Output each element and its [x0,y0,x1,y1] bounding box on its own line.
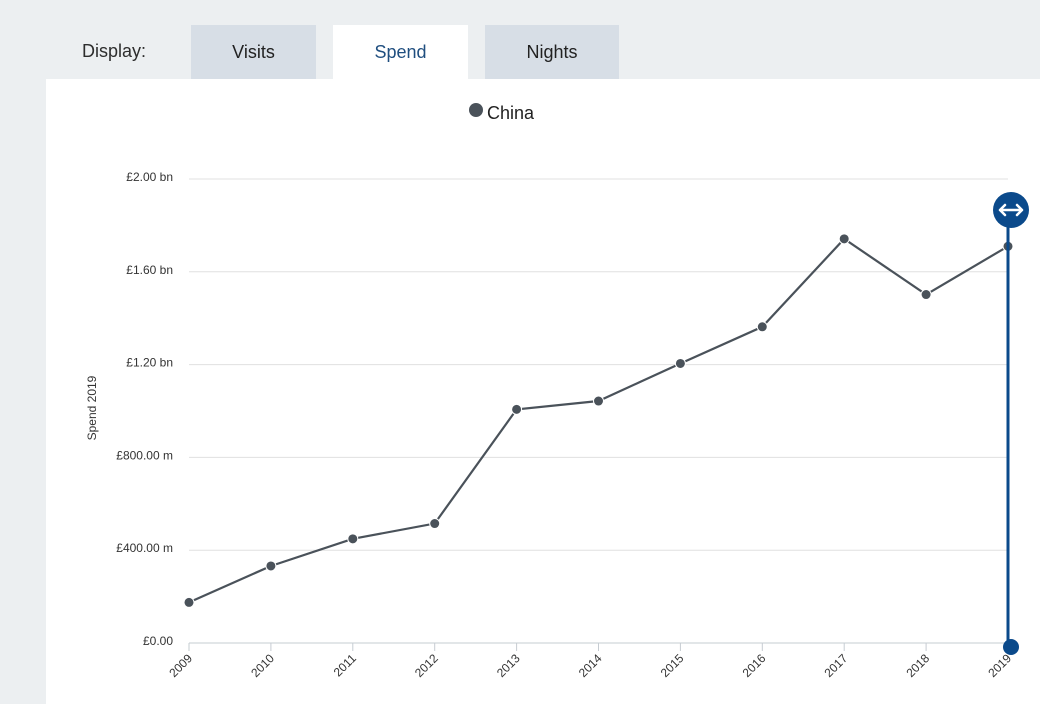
tab-spend[interactable]: Spend [333,25,468,79]
y-tick-label: £1.20 bn [126,356,173,370]
x-tick-label: 2019 [985,651,1014,680]
x-tick-label: 2012 [412,651,441,680]
y-axis-title: Spend 2019 [85,375,99,440]
data-point[interactable] [920,289,932,301]
data-point[interactable] [511,403,523,415]
chart-panel [46,79,1040,704]
data-point[interactable] [756,321,768,333]
x-tick-label: 2017 [822,651,851,680]
data-point[interactable] [429,518,441,530]
x-tick-label: 2013 [494,651,523,680]
data-point[interactable] [674,357,686,369]
legend-marker [469,103,483,117]
data-point[interactable] [183,596,195,608]
legend-label-china: China [487,103,535,123]
x-tick-label: 2009 [166,651,195,680]
display-label: Display: [82,41,147,61]
x-tick-label: 2018 [903,651,932,680]
y-tick-label: £2.00 bn [126,170,173,184]
tab-visits[interactable]: Visits [191,25,316,79]
x-tick-label: 2015 [658,651,687,680]
data-point[interactable] [347,533,359,545]
x-tick-label: 2014 [576,651,605,680]
double-arrow-icon [998,203,1024,217]
data-point[interactable] [838,233,850,245]
data-point[interactable] [593,395,604,407]
range-handle-base[interactable] [1003,639,1019,655]
y-tick-label: £800.00 m [116,448,173,462]
series-line-china [188,237,1009,604]
y-tick-label: £0.00 [143,634,173,648]
y-tick-label: £1.60 bn [126,263,173,277]
x-tick-label: 2011 [331,651,359,679]
data-point[interactable] [265,560,277,572]
x-tick-label: 2016 [740,651,769,680]
x-tick-label: 2010 [248,651,277,680]
tab-nights[interactable]: Nights [485,25,619,79]
y-tick-label: £400.00 m [116,541,173,555]
